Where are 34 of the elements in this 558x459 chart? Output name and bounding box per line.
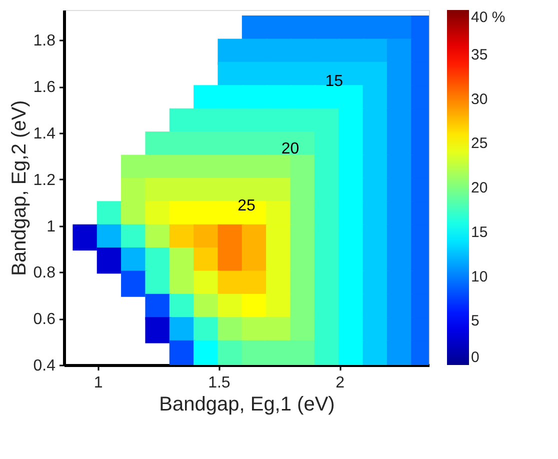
x-tick-label: 2 <box>336 374 345 392</box>
point <box>96 248 123 274</box>
point <box>72 224 99 250</box>
point <box>242 340 268 365</box>
point <box>266 340 292 365</box>
y-tick-label: 1 <box>46 218 56 236</box>
y-tick-label: 0.8 <box>33 264 56 282</box>
y-tick-label: 1.4 <box>33 125 56 142</box>
point <box>145 317 172 344</box>
color-bar-label: 10 <box>471 268 488 286</box>
point <box>386 340 414 365</box>
color-bar-label: 40 % <box>471 9 506 26</box>
color-bar-label: 25 <box>471 135 488 152</box>
color-bar-label: 0 <box>471 349 480 366</box>
y-tick-label: 1.2 <box>33 172 56 189</box>
y-tick-label: 0.4 <box>33 358 56 374</box>
x-axis-title: Bandgap, Eg,1 (eV) <box>159 394 335 416</box>
color-bar-label: 20 <box>471 180 488 196</box>
color-bar-label: 5 <box>471 312 480 330</box>
x-tick-label: 1 <box>94 374 103 392</box>
y-axis-title: Bandgap, Eg,2 (eV) <box>8 100 30 276</box>
annotation: 15 <box>325 73 344 90</box>
y-tick-label: 0.6 <box>33 311 56 328</box>
color-bar-label: 30 <box>471 90 488 108</box>
point <box>169 340 196 365</box>
annotation: 25 <box>238 197 256 214</box>
y-tick-label: 1.8 <box>33 32 56 50</box>
color-bar-label: 15 <box>471 224 488 241</box>
point <box>290 340 316 365</box>
x-tick-label: 1.5 <box>208 374 230 392</box>
point <box>121 270 148 297</box>
y-tick-label: 1.6 <box>33 79 56 96</box>
annotation: 20 <box>281 140 300 158</box>
color-bar-label: 35 <box>471 46 488 64</box>
